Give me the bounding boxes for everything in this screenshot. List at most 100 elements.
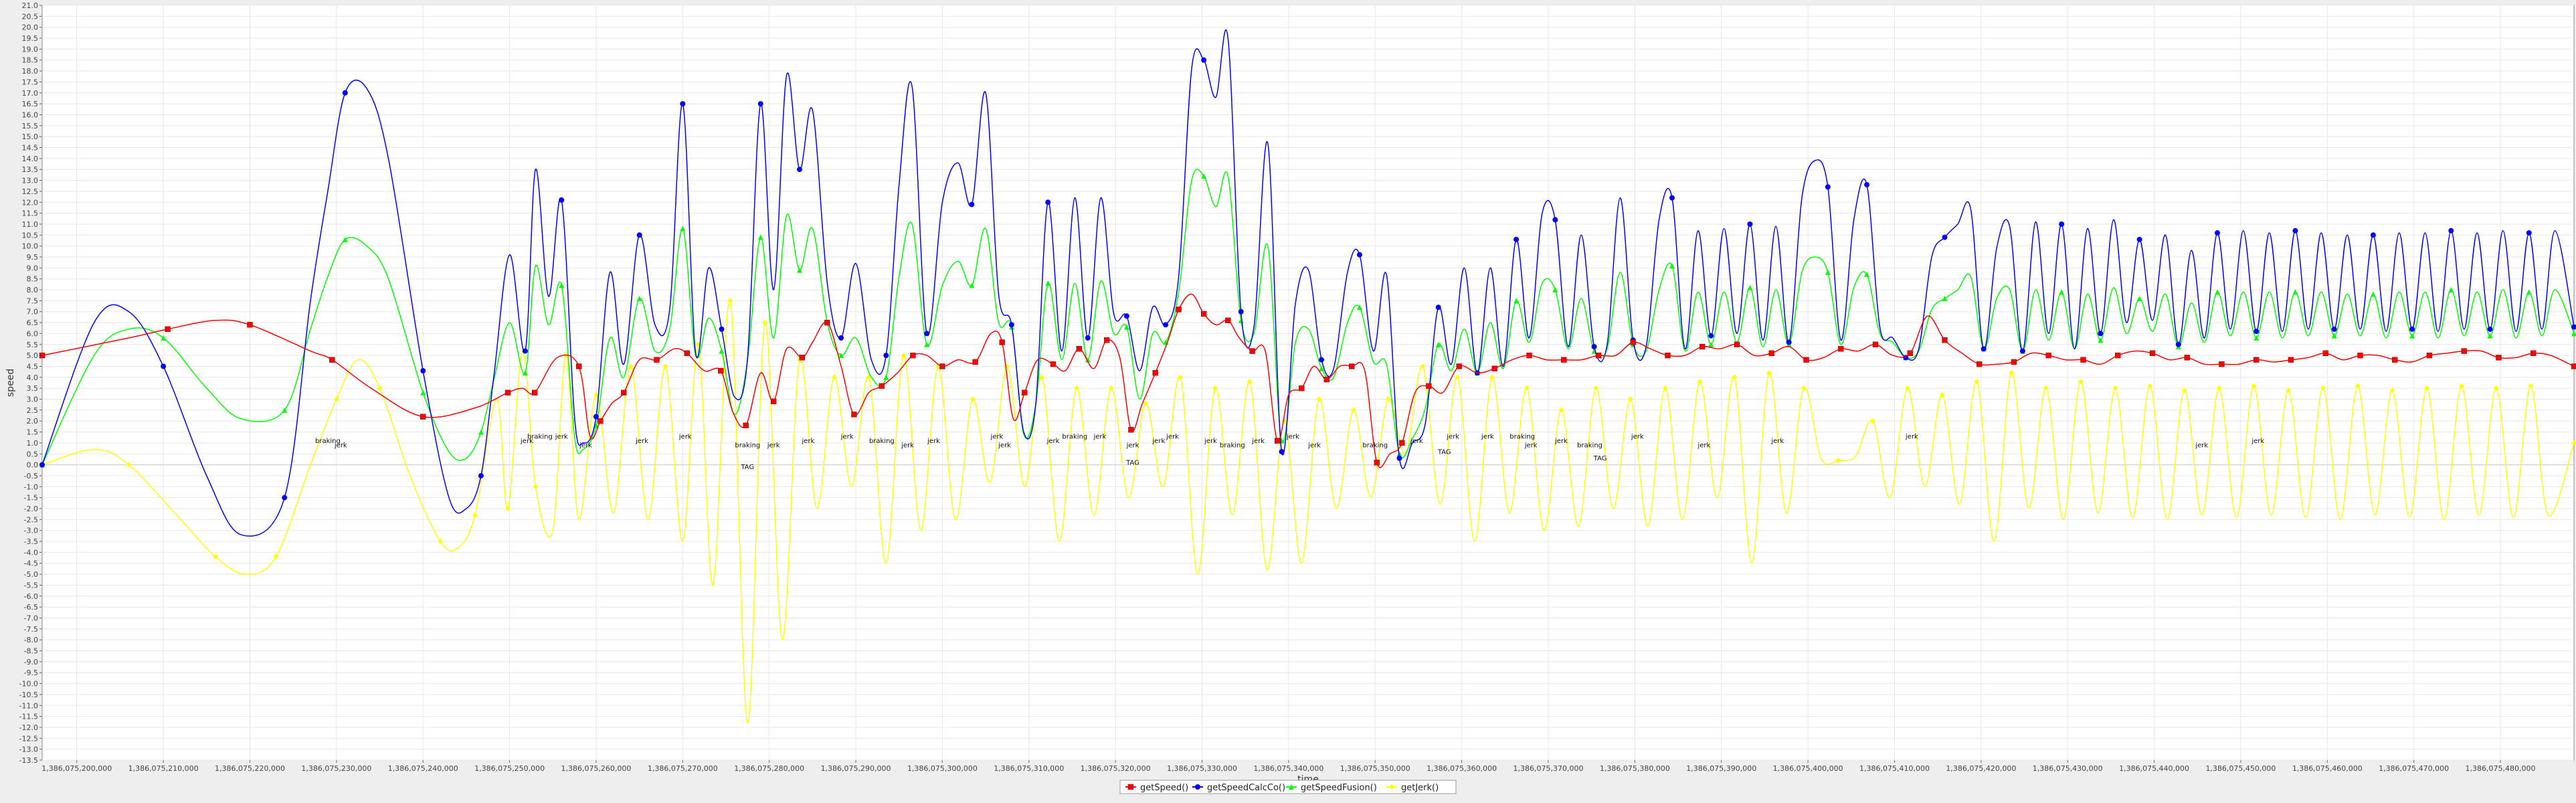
series-point <box>1319 365 1325 371</box>
series-point <box>2448 228 2454 234</box>
event-label: jerk <box>678 433 692 440</box>
y-tick-label: -11.5 <box>19 713 38 721</box>
y-tick-label: -0.5 <box>24 472 38 480</box>
y-tick-label: -6.0 <box>24 592 38 601</box>
y-tick-label: 8.5 <box>27 275 39 284</box>
y-tick-label: 10.0 <box>22 242 39 251</box>
y-tick-label: -2.5 <box>24 515 38 524</box>
legend-item: getJerk() <box>1386 783 1439 793</box>
series-point <box>1524 385 1530 391</box>
series-point <box>1420 363 1426 369</box>
x-tick-label: 1,386,075,260,000 <box>561 764 631 773</box>
series-point <box>727 298 733 304</box>
series-point <box>504 389 511 395</box>
event-label: jerk <box>1251 438 1265 445</box>
y-tick-label: 5.5 <box>27 341 39 349</box>
series-point <box>2526 289 2532 295</box>
series-point <box>2019 348 2025 354</box>
y-tick-label: 19.5 <box>22 34 39 43</box>
series-point <box>2496 355 2502 361</box>
series-point <box>2292 228 2298 234</box>
x-tick-label: 1,386,075,480,000 <box>2466 764 2536 773</box>
series-point <box>831 374 837 380</box>
series-point <box>1123 324 1129 330</box>
legend-label: getJerk() <box>1401 783 1439 793</box>
series-point <box>39 352 45 359</box>
series-point <box>161 363 167 369</box>
series-point <box>1399 440 1405 446</box>
series-point <box>2461 348 2467 354</box>
series-point <box>719 326 725 332</box>
series-point <box>799 355 805 361</box>
event-label: jerk <box>1166 433 1179 440</box>
series-point <box>1904 385 1910 391</box>
series-point <box>161 335 167 341</box>
y-tick-label: 4.0 <box>27 373 39 382</box>
series-point <box>1201 57 1207 63</box>
series-point <box>2320 385 2326 391</box>
series-point <box>1349 363 1355 369</box>
series-point <box>1435 304 1441 310</box>
y-tick-label: 20.5 <box>22 12 39 21</box>
series-point <box>1238 308 1244 315</box>
x-tick-label: 1,386,075,330,000 <box>1167 764 1237 773</box>
y-tick-label: -7.5 <box>24 625 38 634</box>
event-label: jerk <box>1286 433 1299 440</box>
event-label: jerk <box>1481 433 1494 440</box>
series-point <box>796 167 802 173</box>
x-tick-label: 1,386,075,270,000 <box>648 764 718 773</box>
event-label: jerk <box>1046 438 1060 445</box>
series-point <box>1665 352 1671 359</box>
x-tick-label: 1,386,075,250,000 <box>474 764 545 773</box>
y-tick-label: 4.5 <box>27 362 39 371</box>
series-point <box>2216 385 2222 391</box>
series-point <box>2357 352 2363 359</box>
series-point <box>522 348 528 354</box>
series-point <box>420 368 426 374</box>
series-point <box>1838 346 1844 352</box>
series-point <box>1176 306 1182 313</box>
series-point <box>1247 379 1253 385</box>
event-label: jerk <box>1905 433 1918 440</box>
legend-label: getSpeed() <box>1140 783 1188 793</box>
series-point <box>2175 341 2181 347</box>
x-tick-label: 1,386,075,350,000 <box>1340 764 1410 773</box>
y-tick-label: 5.0 <box>27 351 39 360</box>
series-point <box>972 359 978 365</box>
series-point <box>1872 341 1879 347</box>
event-label: jerk <box>1152 438 1165 445</box>
x-tick-label: 1,386,075,450,000 <box>2205 764 2276 773</box>
series-point <box>1289 784 1294 790</box>
series-point <box>1396 455 1402 461</box>
event-label: braking <box>315 438 341 445</box>
series-point <box>1734 341 1740 347</box>
series-point <box>2288 357 2294 363</box>
x-tick-label: 1,386,075,200,000 <box>41 764 112 773</box>
series-point <box>472 512 478 518</box>
y-tick-label: -10.0 <box>19 680 38 689</box>
series-point <box>2389 387 2395 393</box>
series-point <box>2147 383 2153 389</box>
series-point <box>1766 370 1772 376</box>
series-point <box>1907 350 1913 357</box>
series-point <box>2487 326 2493 332</box>
x-tick-label: 1,386,075,290,000 <box>821 764 891 773</box>
x-tick-label: 1,386,075,360,000 <box>1427 764 1497 773</box>
series-point <box>1825 184 1831 190</box>
series-point <box>1627 396 1633 402</box>
x-tick-label: 1,386,075,210,000 <box>128 764 199 773</box>
series-line <box>41 169 2575 465</box>
series-point <box>1274 438 1281 444</box>
series-point <box>1513 236 1520 242</box>
series-line <box>41 29 2575 537</box>
series-point <box>1732 374 1738 380</box>
event-label: braking <box>1509 433 1535 440</box>
series-point <box>478 472 484 478</box>
series-point <box>1942 296 1948 302</box>
series-point <box>1526 352 1532 359</box>
y-tick-label: 9.0 <box>27 264 39 272</box>
series-point <box>2098 331 2104 337</box>
y-tick-label: -3.5 <box>24 537 38 546</box>
